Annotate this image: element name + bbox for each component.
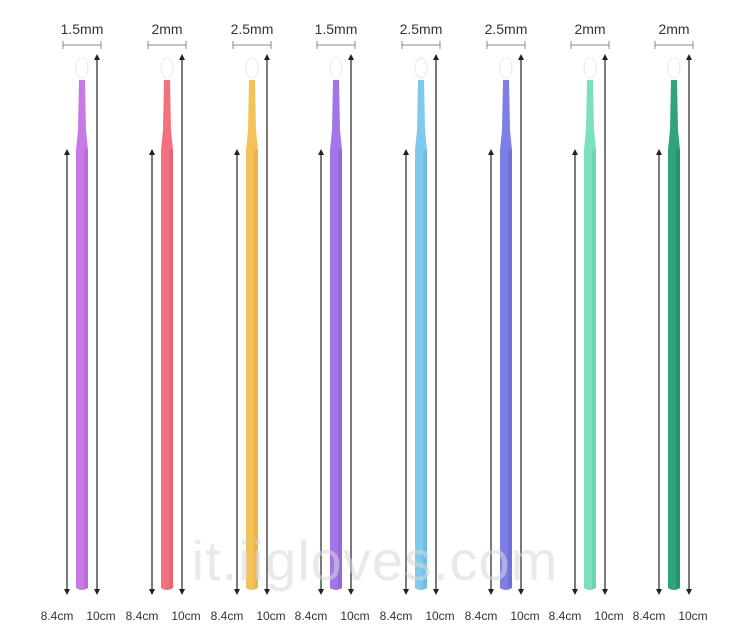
length-8-4cm-label: 8.4cm xyxy=(380,609,413,623)
tip-size-label: 1.5mm xyxy=(315,21,358,37)
swab-tip xyxy=(160,57,174,79)
swab-handle-shade xyxy=(508,150,512,588)
swab-shaft xyxy=(161,80,173,150)
length-10cm-label: 10cm xyxy=(678,609,707,623)
swab-shaft xyxy=(668,80,680,150)
length-10cm-label: 10cm xyxy=(340,609,369,623)
swab-tip xyxy=(245,57,259,79)
swab-column: 1.5mm 8.4cm 10cm xyxy=(295,21,370,623)
swab-column: 2mm 8.4cm 10cm xyxy=(633,21,708,623)
swab-shaft xyxy=(76,80,88,150)
swab-handle-shade xyxy=(592,150,596,588)
swab-shaft xyxy=(330,80,342,150)
length-10cm-label: 10cm xyxy=(510,609,539,623)
tip-size-label: 2mm xyxy=(574,21,605,37)
tip-size-label: 1.5mm xyxy=(61,21,104,37)
swab-column: 2.5mm 8.4cm 10cm xyxy=(380,21,455,623)
length-8-4cm-label: 8.4cm xyxy=(633,609,666,623)
swab-column: 2mm 8.4cm 10cm xyxy=(549,21,624,623)
tip-size-label: 2mm xyxy=(151,21,182,37)
swab-shaft xyxy=(415,80,427,150)
length-8-4cm-label: 8.4cm xyxy=(295,609,328,623)
length-8-4cm-label: 8.4cm xyxy=(549,609,582,623)
swab-column: 2.5mm 8.4cm 10cm xyxy=(465,21,540,623)
swab-tip xyxy=(329,57,343,79)
swab-column: 2.5mm 8.4cm 10cm xyxy=(211,21,286,623)
swab-tip xyxy=(75,57,89,79)
swab-handle-shade xyxy=(423,150,427,588)
swab-handle-shade xyxy=(676,150,680,588)
length-10cm-label: 10cm xyxy=(594,609,623,623)
swab-column: 2mm 8.4cm 10cm xyxy=(126,21,201,623)
length-10cm-label: 10cm xyxy=(171,609,200,623)
length-8-4cm-label: 8.4cm xyxy=(126,609,159,623)
swab-handle-shade xyxy=(254,150,258,588)
length-10cm-label: 10cm xyxy=(86,609,115,623)
swab-tip xyxy=(667,57,681,79)
length-10cm-label: 10cm xyxy=(425,609,454,623)
swab-shaft xyxy=(500,80,512,150)
tip-size-label: 2.5mm xyxy=(231,21,274,37)
length-8-4cm-label: 8.4cm xyxy=(41,609,74,623)
tip-size-label: 2.5mm xyxy=(400,21,443,37)
tip-size-label: 2.5mm xyxy=(485,21,528,37)
swab-tip xyxy=(414,57,428,79)
swab-tip xyxy=(499,57,513,79)
swab-column: 1.5mm 8.4cm 10cm xyxy=(41,21,116,623)
tip-size-label: 2mm xyxy=(658,21,689,37)
length-8-4cm-label: 8.4cm xyxy=(465,609,498,623)
swab-handle-shade xyxy=(338,150,342,588)
swab-tip xyxy=(583,57,597,79)
length-10cm-label: 10cm xyxy=(256,609,285,623)
swab-handle-shade xyxy=(84,150,88,588)
swab-shaft xyxy=(584,80,596,150)
length-8-4cm-label: 8.4cm xyxy=(211,609,244,623)
swab-handle-shade xyxy=(169,150,173,588)
swab-shaft xyxy=(246,80,258,150)
